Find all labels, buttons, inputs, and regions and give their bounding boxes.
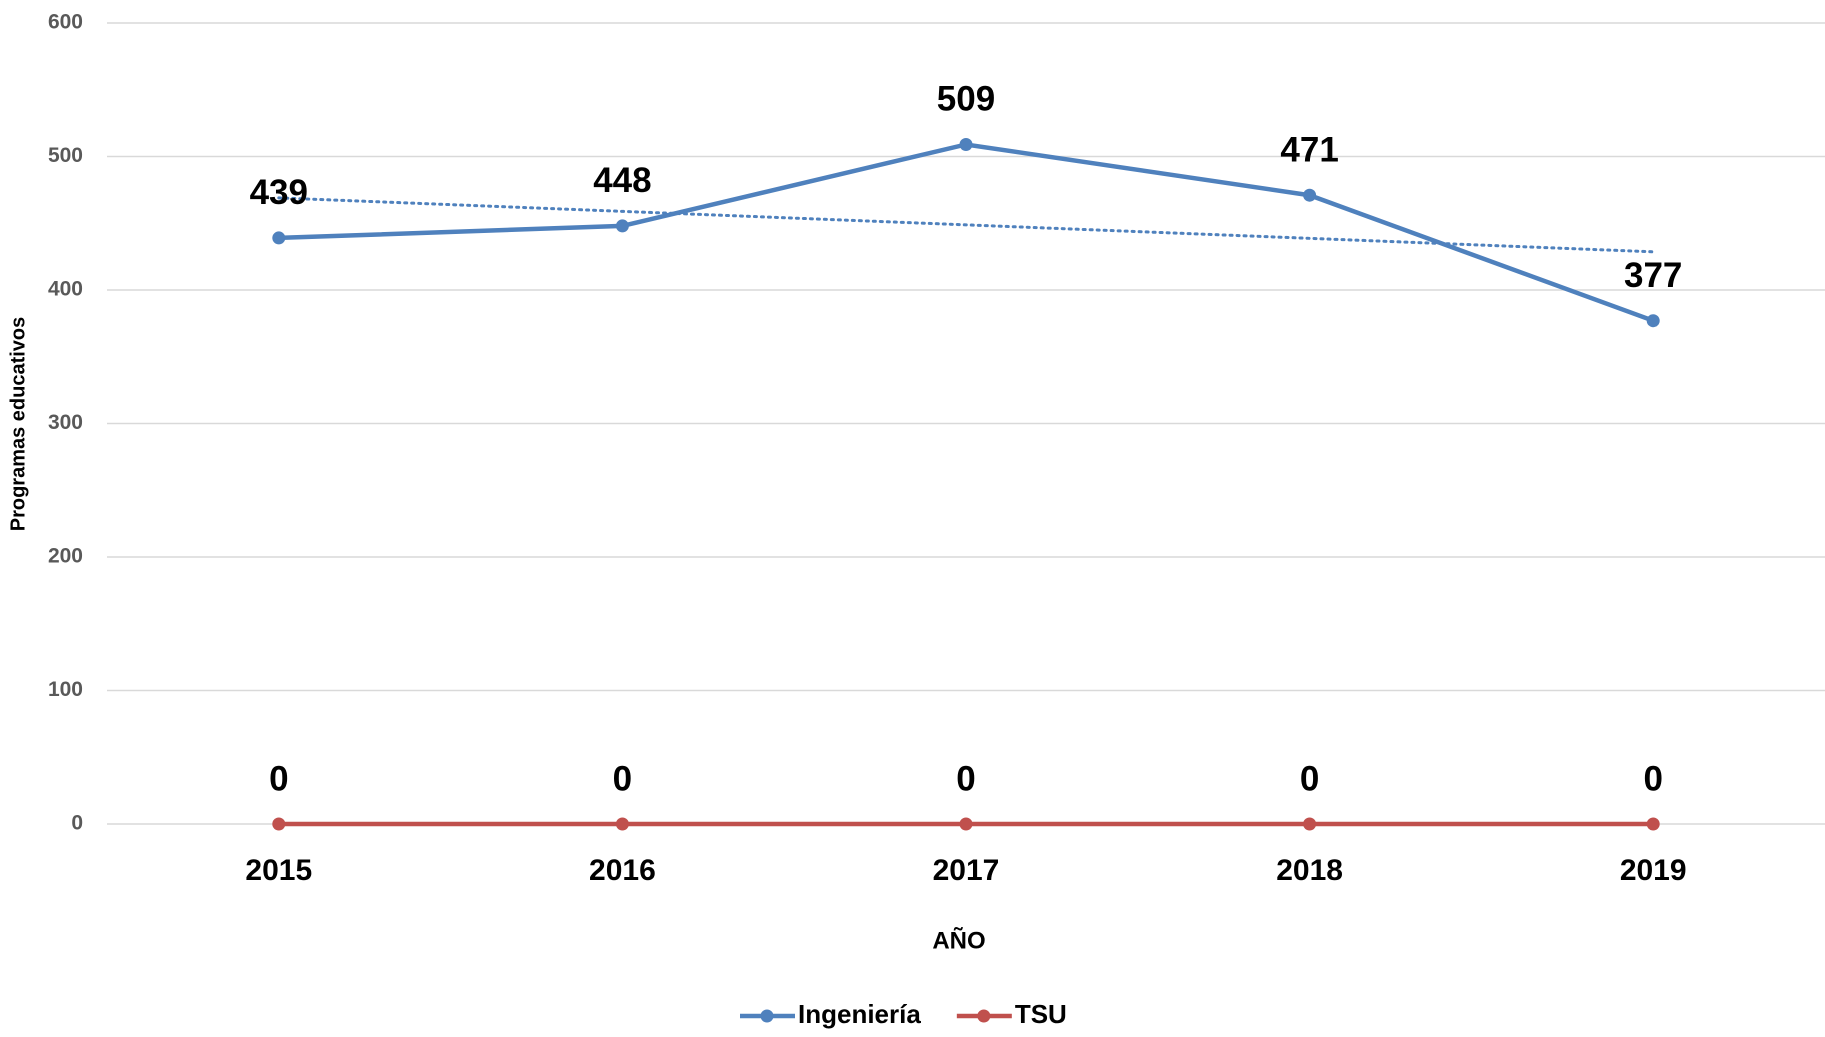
y-tick-label: 300: [48, 411, 83, 434]
data-point: [615, 219, 629, 233]
data-point: [272, 231, 286, 245]
y-tick-label: 200: [48, 545, 83, 568]
data-label: 0: [1643, 759, 1662, 798]
x-tick-label: 2016: [589, 854, 656, 887]
trendline: [277, 196, 1655, 254]
series-line: [278, 142, 1654, 323]
data-point: [959, 137, 973, 151]
data-point: [1646, 314, 1660, 328]
data-point: [1646, 817, 1660, 831]
y-tick-label: 100: [48, 678, 83, 701]
data-label: 0: [613, 759, 632, 798]
legend-label: Ingeniería: [798, 999, 921, 1029]
y-tick-label: 500: [48, 144, 83, 167]
y-tick-label: 0: [71, 812, 83, 835]
data-label: 0: [1300, 759, 1319, 798]
data-point: [1303, 817, 1317, 831]
x-tick-label: 2017: [933, 854, 1000, 887]
x-axis-title: AÑO: [932, 926, 985, 954]
data-label: 439: [250, 173, 308, 212]
data-point: [959, 817, 973, 831]
y-axis-title: Programas educativos: [7, 317, 29, 532]
x-tick-label: 2018: [1276, 854, 1343, 887]
x-tick-label: 2015: [245, 854, 312, 887]
legend-marker: [977, 1009, 991, 1023]
data-label: 509: [937, 80, 995, 119]
data-label: 377: [1624, 256, 1682, 295]
data-label: 0: [269, 759, 288, 798]
legend-marker: [760, 1009, 774, 1023]
data-label: 448: [593, 161, 651, 200]
y-tick-label: 600: [48, 11, 83, 34]
data-point: [272, 817, 286, 831]
y-tick-label: 400: [48, 278, 83, 301]
data-label: 471: [1280, 130, 1338, 169]
data-label: 0: [956, 759, 975, 798]
data-point: [615, 817, 629, 831]
x-tick-label: 2019: [1620, 854, 1687, 887]
legend-label: TSU: [1015, 999, 1067, 1029]
data-point: [1303, 188, 1317, 202]
